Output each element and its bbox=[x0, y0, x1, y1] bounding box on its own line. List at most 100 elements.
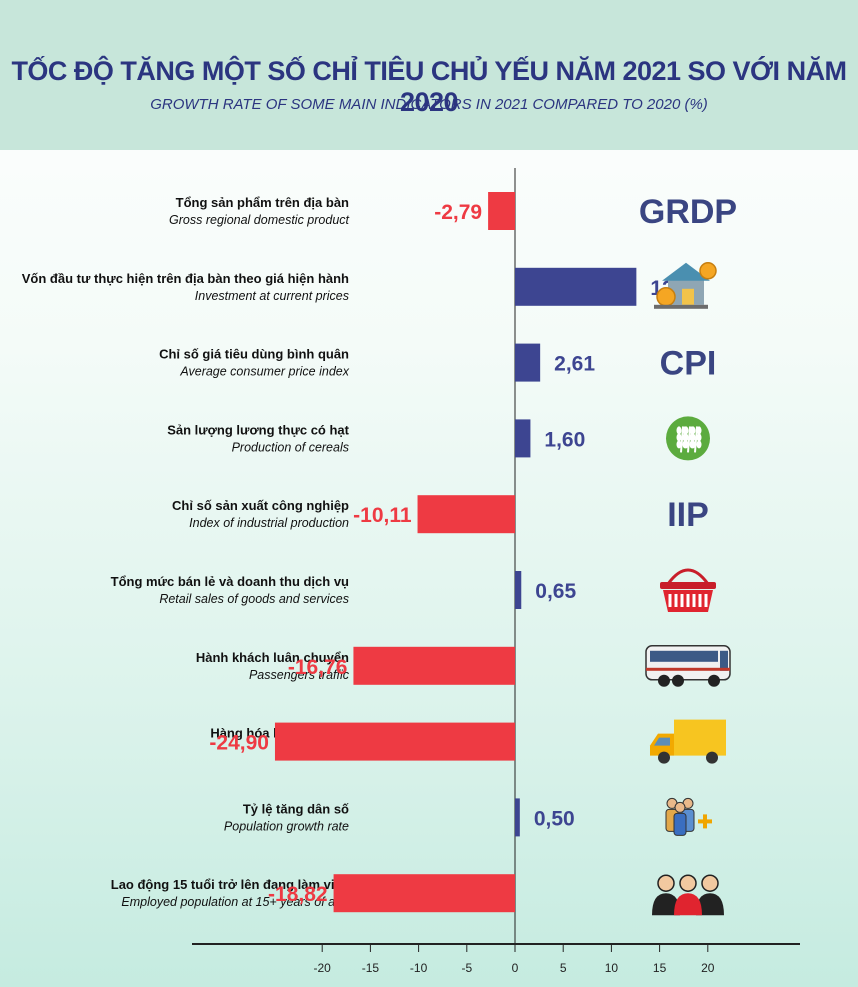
x-tick-label: 15 bbox=[653, 961, 667, 975]
value-label: -24,90 bbox=[209, 732, 269, 755]
row-label-en: Passengers traffic bbox=[249, 668, 350, 682]
row-label-vi: Tỷ lệ tăng dân số bbox=[243, 801, 349, 816]
wheat-grain bbox=[683, 426, 689, 435]
house-door bbox=[682, 288, 694, 305]
bar bbox=[515, 798, 520, 837]
bus-stripe bbox=[646, 667, 730, 671]
shopping-basket-icon bbox=[660, 568, 716, 612]
wheat-grain bbox=[696, 433, 702, 442]
row-label-en: Retail sales of goods and services bbox=[159, 592, 349, 606]
plus-v bbox=[703, 814, 707, 829]
row-label-vi: Tổng sản phẩm trên địa bàn bbox=[176, 195, 349, 210]
bar bbox=[353, 646, 515, 685]
indicator-abbr: CPI bbox=[660, 345, 717, 383]
house-coins-icon bbox=[654, 262, 717, 309]
indicator-abbr: GRDP bbox=[639, 193, 737, 231]
row-label-en: Gross regional domestic product bbox=[169, 213, 349, 227]
ground bbox=[654, 304, 708, 309]
house-roof bbox=[662, 262, 710, 281]
basket-slot bbox=[680, 594, 684, 607]
basket-slot bbox=[692, 594, 696, 607]
bar bbox=[333, 874, 515, 913]
x-tick-label: 10 bbox=[605, 961, 619, 975]
value-label: -2,79 bbox=[434, 201, 482, 224]
workers-icon bbox=[652, 874, 724, 916]
value-label: -16,76 bbox=[288, 656, 348, 679]
row-label-vi: Hành khách luân chuyển bbox=[196, 650, 349, 665]
basket-handle bbox=[666, 568, 710, 585]
basket-rim bbox=[660, 582, 716, 589]
wheat-grain bbox=[696, 426, 702, 435]
wheat-grain bbox=[683, 433, 689, 442]
x-tick-label: 5 bbox=[560, 961, 567, 975]
bus-windshield bbox=[720, 650, 728, 671]
row-label-en: Population growth rate bbox=[224, 819, 349, 833]
value-label: 2,61 bbox=[554, 353, 595, 376]
basket-slot bbox=[704, 594, 708, 607]
truck-window bbox=[654, 737, 670, 746]
page-subtitle: GROWTH RATE OF SOME MAIN INDICATORS IN 2… bbox=[150, 96, 708, 113]
population-plus-icon bbox=[665, 797, 712, 836]
bus-wheel bbox=[672, 674, 684, 687]
wheat-grain bbox=[676, 426, 682, 435]
wheat-grain bbox=[676, 433, 682, 442]
coin bbox=[656, 287, 676, 307]
row-label-vi: Lao động 15 tuổi trở lên đang làm việc bbox=[111, 877, 349, 892]
basket-slot bbox=[698, 594, 702, 607]
value-label: -10,11 bbox=[353, 504, 412, 527]
bar bbox=[515, 343, 541, 382]
x-tick-label: 20 bbox=[701, 961, 715, 975]
x-tick-label: -10 bbox=[410, 961, 428, 975]
row-label-en: Employed population at 15+ years of age bbox=[121, 895, 349, 909]
truck-cargo bbox=[674, 719, 726, 756]
wheat-icon bbox=[666, 416, 710, 461]
row-label-en: Production of cereals bbox=[232, 440, 349, 454]
bar bbox=[417, 495, 515, 534]
indicator-abbr: IIP bbox=[667, 496, 709, 534]
bus-icon bbox=[645, 645, 731, 687]
row-label-vi: Tổng mức bán lẻ và doanh thu dịch vụ bbox=[111, 574, 349, 589]
row-label-en: Investment at current prices bbox=[195, 289, 349, 303]
worker-body bbox=[652, 893, 680, 916]
header-band bbox=[0, 0, 858, 150]
value-label: -18,82 bbox=[268, 883, 328, 906]
x-tick-label: -20 bbox=[314, 961, 332, 975]
x-tick-label: -15 bbox=[362, 961, 380, 975]
value-label: 1,60 bbox=[544, 428, 585, 451]
wheat-grain bbox=[690, 440, 696, 449]
truck-wheel bbox=[658, 751, 670, 764]
wheat-grain bbox=[676, 440, 682, 449]
bar bbox=[515, 267, 637, 306]
person-body bbox=[673, 812, 687, 836]
basket-slot bbox=[686, 594, 690, 607]
row-label-en: Index of industrial production bbox=[189, 516, 349, 530]
coin bbox=[699, 262, 717, 280]
wheat-grain bbox=[690, 426, 696, 435]
row-label-vi: Sản lượng lương thực có hạt bbox=[167, 422, 349, 437]
row-label-vi: Chỉ số sản xuất công nghiệp bbox=[172, 498, 349, 513]
row-label-vi: Chỉ số giá tiêu dùng bình quân bbox=[159, 347, 349, 362]
bar bbox=[488, 192, 515, 230]
value-label: 0,50 bbox=[534, 807, 575, 830]
wheat-grain bbox=[683, 440, 689, 449]
wheat-grain bbox=[690, 433, 696, 442]
worker-head bbox=[657, 874, 675, 892]
row-label-en: Average consumer price index bbox=[179, 365, 349, 379]
wheat-grain bbox=[696, 440, 702, 449]
truck-wheel bbox=[706, 751, 718, 764]
page-title: TỐC ĐỘ TĂNG MỘT SỐ CHỈ TIÊU CHỦ YẾU NĂM … bbox=[11, 56, 847, 117]
row-label-vi: Vốn đầu tư thực hiện trên địa bàn theo g… bbox=[22, 271, 349, 286]
bus-wheel bbox=[708, 674, 720, 687]
basket-slot bbox=[668, 594, 672, 607]
worker-head bbox=[701, 874, 719, 892]
person-head bbox=[674, 801, 686, 813]
bus-wheel bbox=[658, 674, 670, 687]
bar bbox=[515, 419, 531, 458]
worker-body bbox=[696, 893, 724, 916]
bus-windows bbox=[650, 650, 718, 662]
basket-slot bbox=[674, 594, 678, 607]
bar bbox=[274, 722, 515, 761]
x-tick-label: 0 bbox=[512, 961, 519, 975]
worker-head bbox=[679, 874, 697, 892]
